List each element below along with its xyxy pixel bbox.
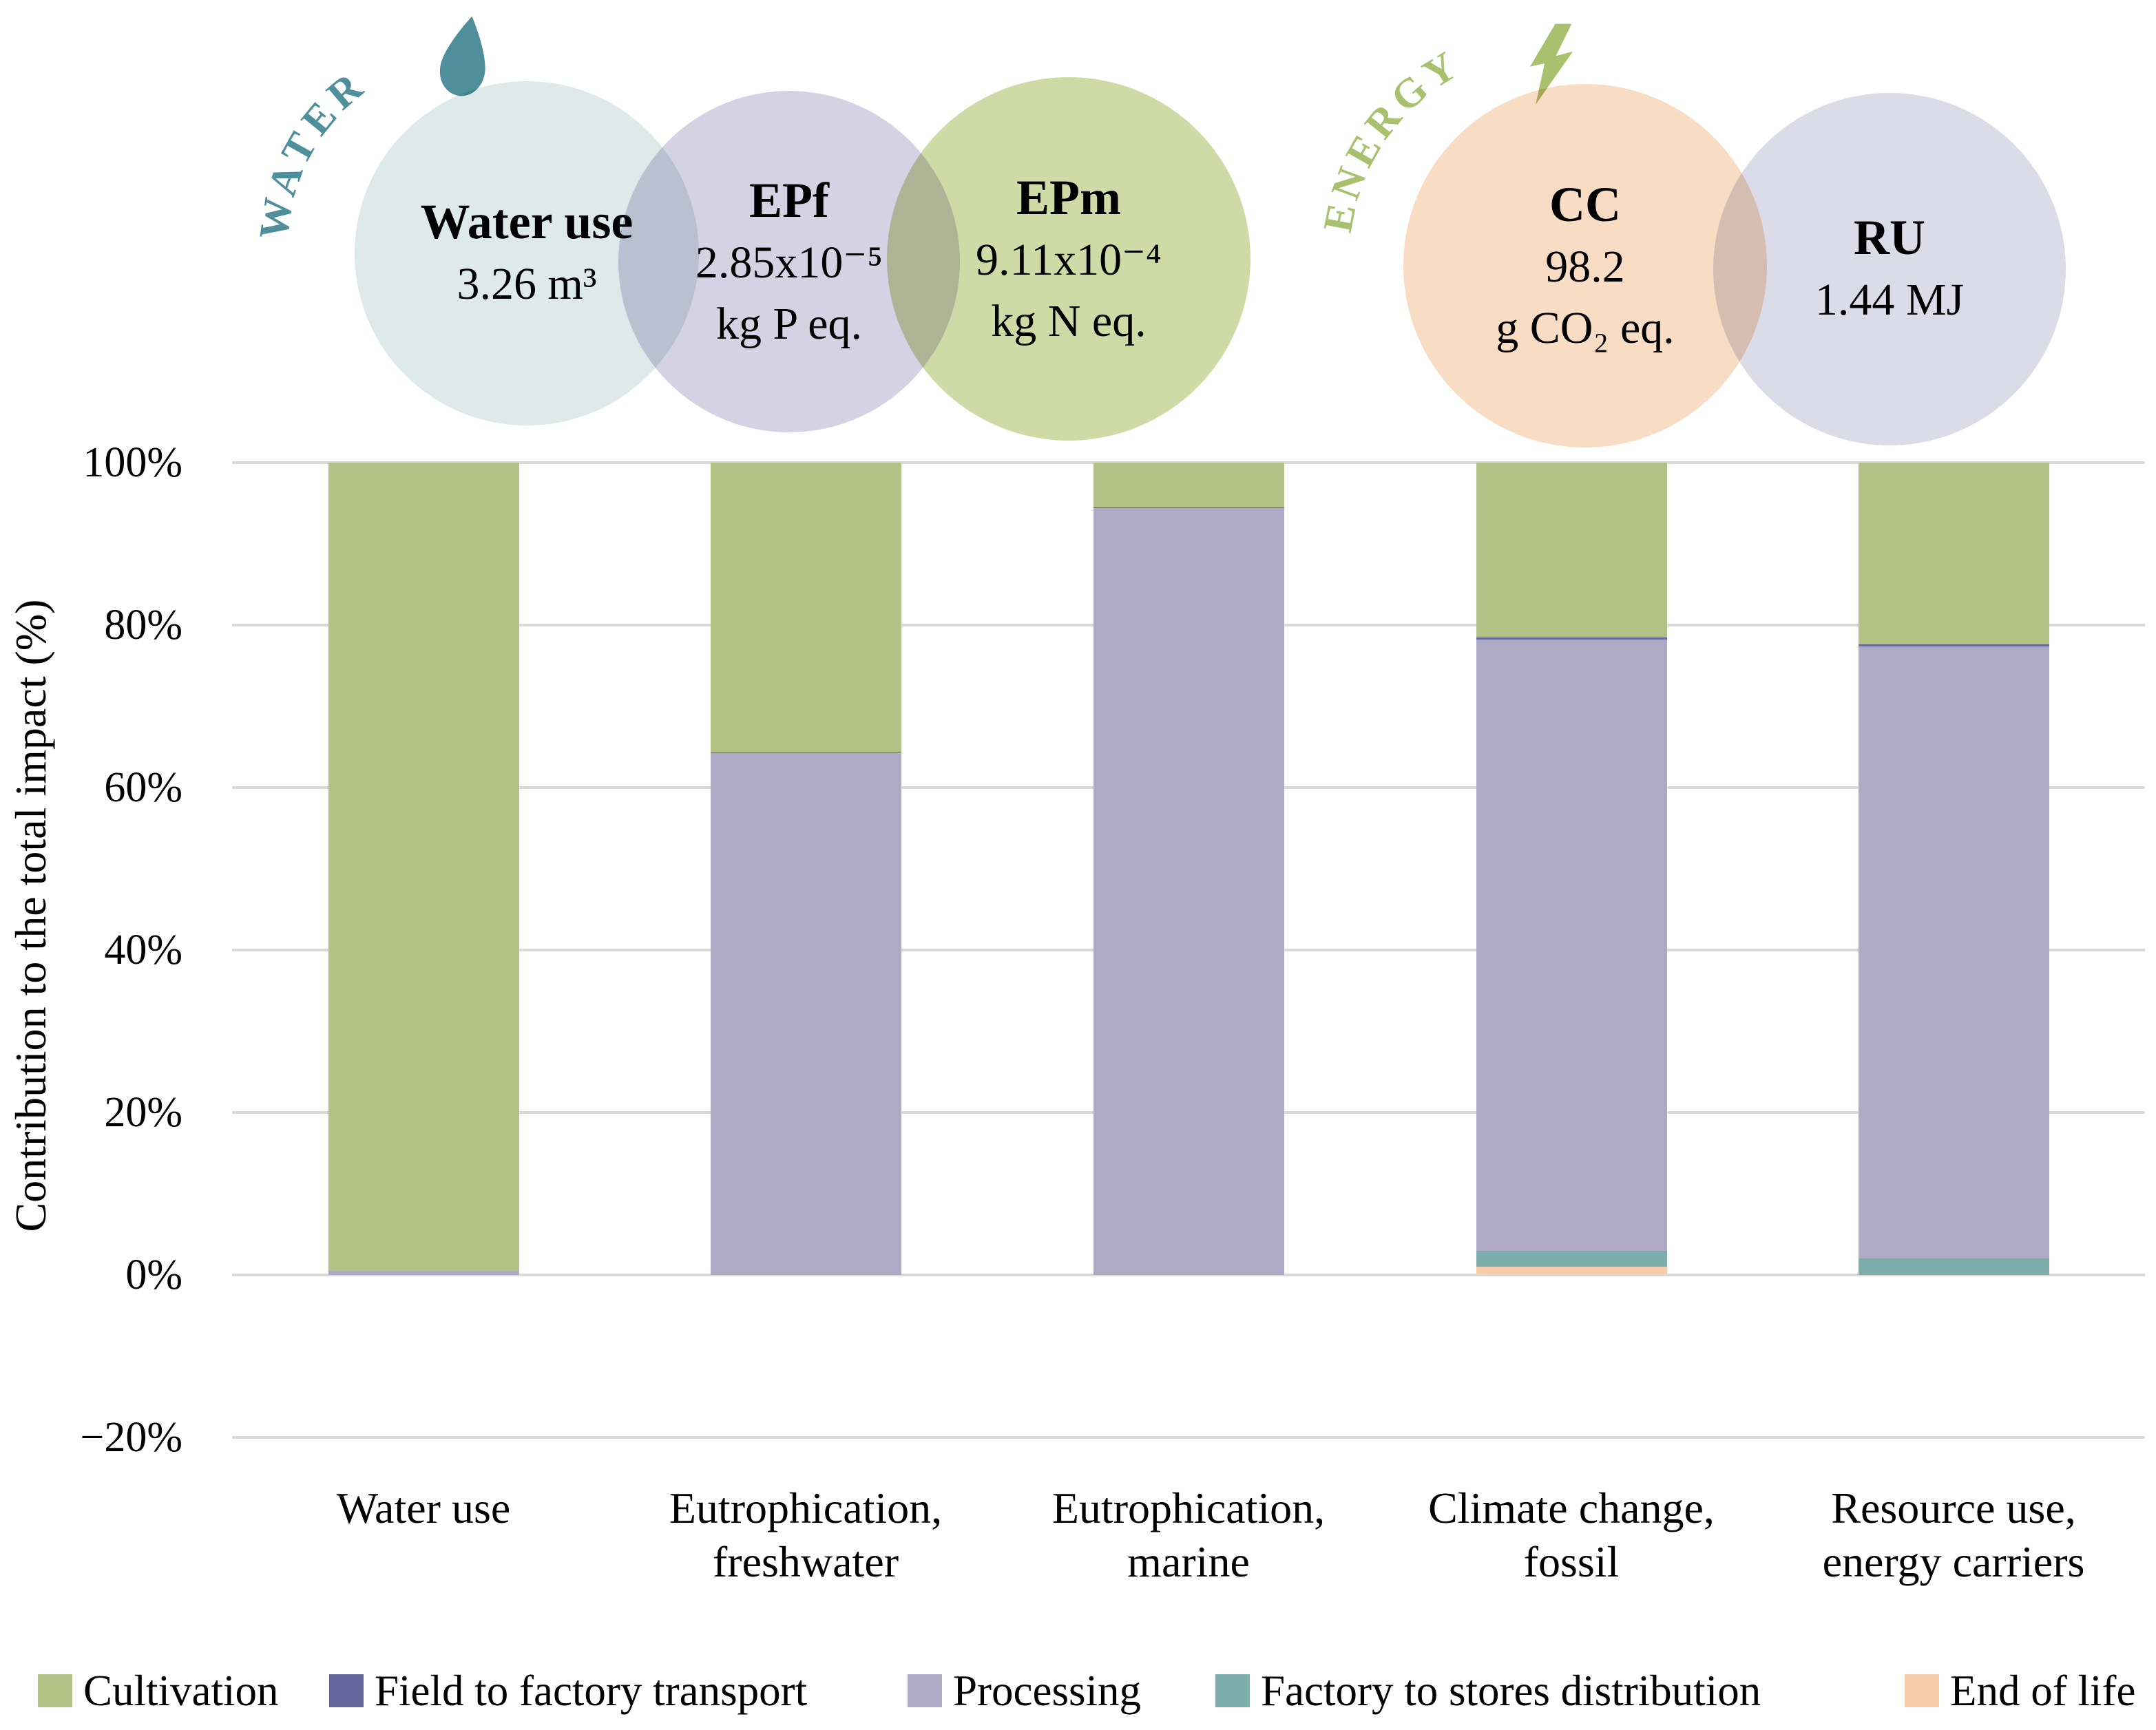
venn-circle-title: CC (1549, 176, 1621, 232)
bar-segment (1093, 508, 1284, 1275)
venn-circle-unit: g CO₂ eq. (1496, 303, 1675, 354)
water-group-label: WATER (251, 60, 375, 242)
bar-segment (328, 1271, 519, 1275)
legend-swatch-end-of-life (1905, 1674, 1939, 1707)
legend-item-factory-to-stores-distribution: Factory to stores distribution (1215, 1663, 1761, 1718)
venn-circle-value: 1.44 MJ (1814, 274, 1965, 325)
legend-swatch-cultivation (38, 1674, 72, 1707)
legend-item-processing: Processing (908, 1663, 1141, 1718)
venn-circle-unit: kg P eq. (715, 299, 863, 350)
bar-segment (710, 463, 901, 753)
bar-segment (1858, 463, 2049, 645)
x-category-label: Eutrophication, marine (1051, 1484, 1326, 1587)
venn-circle-unit: kg N eq. (991, 296, 1147, 347)
bar-segment (1476, 637, 1667, 640)
venn-circle-title: Water use (420, 193, 634, 249)
bar-segment (1476, 640, 1667, 1251)
y-tick-label: 60% (104, 764, 182, 811)
y-tick-label: −20% (80, 1414, 182, 1461)
bar-segment (1858, 644, 2049, 646)
bar-segment (1476, 1267, 1667, 1275)
venn-circle-value: 9.11x10⁻⁴ (976, 234, 1162, 285)
legend-label: Processing (953, 1666, 1141, 1715)
bar-segment (1093, 463, 1284, 507)
bar-segment (710, 752, 901, 754)
y-tick-label: 0% (125, 1252, 182, 1298)
bar-segment (1093, 507, 1284, 509)
x-category-label: Eutrophication, freshwater (669, 1484, 943, 1587)
bar-segment (1858, 1258, 2049, 1275)
bar-segment (710, 753, 901, 1275)
gridline (232, 1274, 2145, 1276)
legend-swatch-factory-to-stores-distribution (1215, 1674, 1250, 1707)
x-category-label: Water use (336, 1484, 511, 1532)
legend-swatch-processing (908, 1674, 942, 1707)
x-category-label: Climate change, fossil (1428, 1484, 1715, 1587)
bar-segment (1476, 1250, 1667, 1267)
legend-item-end-of-life: End of life (1905, 1663, 2135, 1718)
y-tick-label: 20% (104, 1089, 182, 1136)
y-tick-label: 100% (83, 439, 182, 486)
y-tick-label: 80% (104, 602, 182, 648)
y-tick-label: 40% (104, 927, 182, 973)
legend-label: Field to factory transport (375, 1666, 808, 1715)
bar-segment (328, 463, 519, 1272)
water-drop-icon (439, 16, 485, 96)
x-category-label: Resource use, energy carriers (1822, 1484, 2085, 1587)
venn-circle-value: 98.2 (1545, 241, 1625, 292)
venn-circle-epm: EPm 9.11x10⁻⁴ kg N eq. (887, 77, 1250, 441)
venn-circle-ru: RU 1.44 MJ (1713, 93, 2066, 445)
gridline (232, 1436, 2145, 1439)
legend-label: Factory to stores distribution (1261, 1666, 1761, 1715)
lightning-bolt-icon (1530, 23, 1573, 105)
legend-label: Cultivation (83, 1666, 279, 1715)
venn-circle-cc: CC 98.2 g CO₂ eq. (1403, 84, 1767, 447)
venn-circle-title: EPm (1016, 169, 1121, 225)
legend-item-field-to-factory-transport: Field to factory transport (329, 1663, 807, 1718)
legend-label: End of life (1950, 1666, 2136, 1715)
legend-item-cultivation: Cultivation (38, 1663, 279, 1718)
venn-circle-water-use: Water use 3.26 m³ (355, 81, 699, 425)
venn-circle-value: 2.85x10⁻⁵ (695, 237, 883, 288)
venn-circle-title: EPf (749, 172, 829, 228)
bar-segment (1476, 463, 1667, 637)
venn-circle-value: 3.26 m³ (457, 258, 597, 309)
venn-circle-title: RU (1854, 209, 1925, 265)
legend-swatch-field-to-factory-transport (329, 1674, 364, 1707)
bar-segment (1858, 646, 2049, 1259)
